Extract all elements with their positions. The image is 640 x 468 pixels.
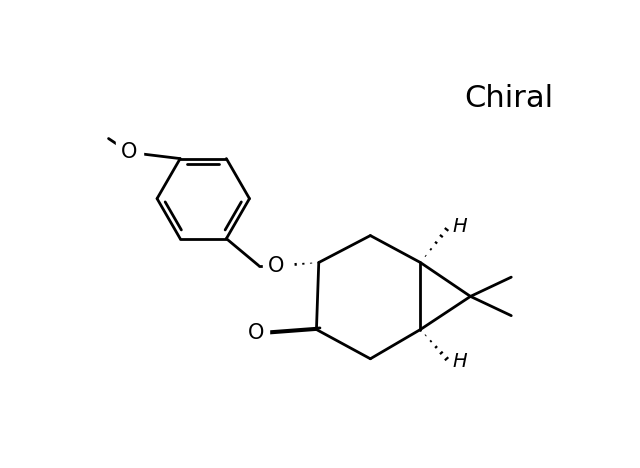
Text: O: O	[121, 142, 138, 162]
Text: Chiral: Chiral	[465, 84, 554, 113]
Text: H: H	[452, 217, 467, 236]
Text: H: H	[452, 352, 467, 371]
Text: O: O	[268, 256, 285, 276]
Text: O: O	[248, 323, 264, 344]
